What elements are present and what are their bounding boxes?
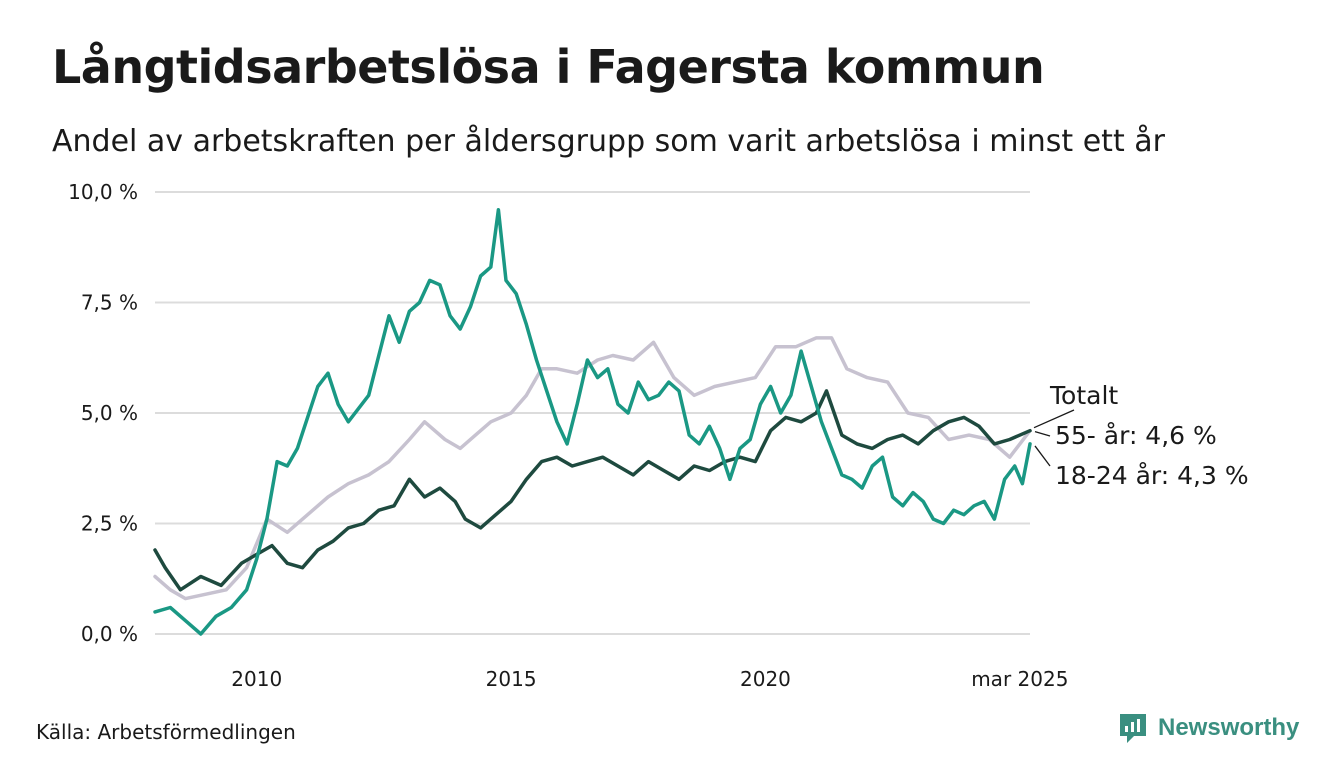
end-label-18-24: 18-24 år: 4,3 % bbox=[1055, 461, 1249, 490]
brand-name: Newsworthy bbox=[1158, 714, 1300, 741]
series-line-55 bbox=[153, 389, 1032, 592]
x-tick-label: mar 2025 bbox=[971, 667, 1068, 691]
x-axis-labels: 2010 2015 2020 mar 2025 bbox=[231, 667, 1068, 691]
chart-title: Långtidsarbetslösa i Fagersta kommun bbox=[52, 40, 1045, 94]
source-note: Källa: Arbetsförmedlingen bbox=[36, 720, 296, 744]
newsworthy-logo-icon bbox=[1120, 714, 1146, 743]
x-tick-label: 2020 bbox=[740, 667, 791, 691]
y-axis-labels: 0,0 % 2,5 % 5,0 % 7,5 % 10,0 % bbox=[68, 180, 138, 646]
series-line-18-24 bbox=[153, 207, 1032, 636]
chart-subtitle: Andel av arbetskraften per åldersgrupp s… bbox=[52, 124, 1165, 159]
y-tick-label: 10,0 % bbox=[68, 180, 138, 204]
brand-logo-link[interactable]: Newsworthy bbox=[1118, 712, 1299, 744]
x-tick-label: 2015 bbox=[486, 667, 537, 691]
series-lines bbox=[153, 207, 1032, 636]
y-tick-label: 2,5 % bbox=[81, 512, 138, 536]
leader-line-total bbox=[1033, 409, 1075, 429]
end-label-total: Totalt bbox=[1049, 381, 1118, 410]
series-line-total bbox=[153, 336, 1032, 601]
end-labels: Totalt 55- år: 4,6 % 18-24 år: 4,3 % bbox=[1033, 381, 1249, 490]
line-chart: 0,0 % 2,5 % 5,0 % 7,5 % 10,0 % 2010 2015 2020 m… bbox=[68, 180, 1249, 691]
y-tick-label: 0,0 % bbox=[81, 622, 138, 646]
grid-lines bbox=[155, 191, 1030, 635]
leader-line-55 bbox=[1034, 431, 1051, 437]
end-label-55: 55- år: 4,6 % bbox=[1055, 421, 1217, 450]
x-tick-label: 2010 bbox=[231, 667, 282, 691]
y-tick-label: 5,0 % bbox=[81, 401, 138, 425]
leader-line-18-24 bbox=[1034, 445, 1051, 467]
y-tick-label: 7,5 % bbox=[81, 291, 138, 315]
